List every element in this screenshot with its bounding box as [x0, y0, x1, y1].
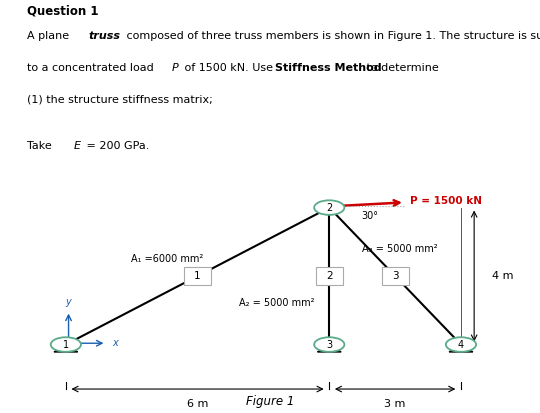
FancyBboxPatch shape	[316, 268, 343, 285]
Text: 4 m: 4 m	[492, 271, 513, 281]
Text: 30°: 30°	[362, 211, 379, 221]
Text: 4: 4	[458, 339, 464, 349]
FancyBboxPatch shape	[382, 268, 409, 285]
Text: composed of three truss members is shown in Figure 1. The structure is subjected: composed of three truss members is shown…	[123, 31, 540, 41]
Text: (1) the structure stiffness matrix;: (1) the structure stiffness matrix;	[27, 94, 213, 104]
Text: Take: Take	[27, 141, 59, 151]
Text: y: y	[66, 297, 71, 307]
Text: truss: truss	[88, 31, 120, 41]
Polygon shape	[449, 344, 473, 352]
Text: 2: 2	[326, 203, 333, 213]
Text: Figure 1: Figure 1	[246, 395, 294, 408]
Text: 3: 3	[326, 339, 332, 349]
Text: 3 m: 3 m	[384, 399, 406, 409]
Text: A₂ = 5000 mm²: A₂ = 5000 mm²	[239, 299, 314, 309]
Circle shape	[314, 200, 345, 215]
Text: 1: 1	[63, 339, 69, 349]
Circle shape	[51, 337, 81, 352]
Text: A₃ = 5000 mm²: A₃ = 5000 mm²	[362, 244, 437, 254]
Circle shape	[314, 337, 345, 352]
Text: 3: 3	[392, 271, 399, 281]
Text: = 200 GPa.: = 200 GPa.	[83, 141, 149, 151]
Text: A plane: A plane	[27, 31, 72, 41]
FancyBboxPatch shape	[184, 268, 211, 285]
Text: Stiffness Method: Stiffness Method	[275, 63, 381, 73]
Text: to determine: to determine	[363, 63, 439, 73]
Text: P: P	[172, 63, 178, 73]
Text: x: x	[112, 338, 118, 348]
Text: 1: 1	[194, 271, 201, 281]
Text: P = 1500 kN: P = 1500 kN	[410, 196, 482, 206]
Polygon shape	[318, 344, 341, 352]
Text: of 1500 kN. Use: of 1500 kN. Use	[181, 63, 277, 73]
Text: E: E	[74, 141, 81, 151]
Text: Question 1: Question 1	[27, 5, 98, 18]
Text: 6 m: 6 m	[187, 399, 208, 409]
Text: A₁ =6000 mm²: A₁ =6000 mm²	[131, 254, 203, 264]
Text: 2: 2	[326, 271, 333, 281]
Circle shape	[446, 337, 476, 352]
Text: to a concentrated load: to a concentrated load	[27, 63, 157, 73]
Polygon shape	[54, 344, 78, 352]
